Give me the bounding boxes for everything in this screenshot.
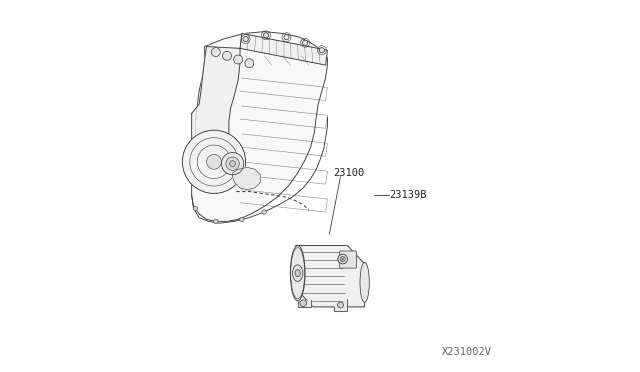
Circle shape — [340, 256, 345, 262]
Ellipse shape — [360, 262, 369, 302]
Polygon shape — [191, 32, 328, 221]
Circle shape — [319, 48, 324, 53]
Circle shape — [223, 51, 232, 60]
FancyBboxPatch shape — [339, 251, 356, 268]
Circle shape — [230, 161, 236, 167]
Circle shape — [193, 206, 198, 211]
Circle shape — [234, 55, 243, 64]
Polygon shape — [298, 299, 310, 307]
Ellipse shape — [292, 265, 303, 282]
Ellipse shape — [291, 246, 305, 301]
Circle shape — [239, 217, 244, 222]
Circle shape — [243, 36, 248, 42]
Circle shape — [211, 48, 220, 57]
Circle shape — [337, 302, 344, 308]
Circle shape — [338, 254, 348, 264]
Circle shape — [207, 154, 221, 169]
Text: 23139B: 23139B — [389, 190, 426, 200]
Polygon shape — [232, 167, 260, 190]
Circle shape — [264, 33, 269, 38]
Circle shape — [245, 59, 254, 68]
Polygon shape — [240, 33, 328, 65]
Circle shape — [303, 40, 308, 45]
Circle shape — [300, 300, 307, 307]
Text: X231002V: X231002V — [442, 347, 492, 356]
Polygon shape — [191, 46, 240, 190]
Text: 23100: 23100 — [333, 168, 364, 178]
Polygon shape — [333, 299, 348, 311]
Circle shape — [182, 130, 246, 193]
Circle shape — [284, 35, 289, 40]
Circle shape — [262, 210, 266, 214]
Circle shape — [226, 157, 239, 170]
Polygon shape — [296, 246, 365, 307]
Circle shape — [214, 219, 218, 224]
Circle shape — [221, 153, 244, 175]
Ellipse shape — [295, 270, 300, 277]
